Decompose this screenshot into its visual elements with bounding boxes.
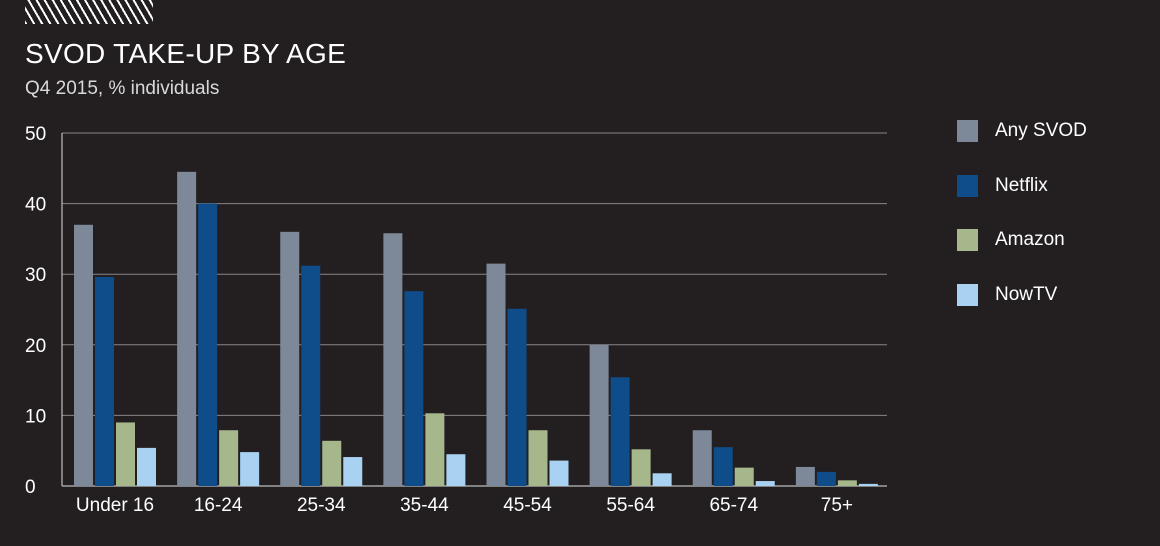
legend-label: Netflix	[995, 174, 1048, 196]
y-tick-label: 50	[25, 124, 46, 145]
bar	[713, 447, 733, 486]
chart-subtitle: Q4 2015, % individuals	[25, 78, 220, 99]
bar	[198, 203, 218, 486]
y-tick-label: 30	[25, 265, 46, 286]
x-tick-label: 35-44	[400, 495, 449, 516]
bar	[795, 466, 815, 486]
legend-item: Any SVOD	[957, 118, 1087, 144]
bar	[652, 473, 672, 486]
x-tick-label: Under 16	[76, 495, 154, 516]
bar	[755, 481, 775, 486]
bar	[116, 422, 135, 486]
decorative-hatch	[25, 0, 153, 24]
bar	[837, 480, 857, 486]
bar	[219, 430, 239, 486]
bar	[549, 460, 569, 486]
bar	[734, 467, 754, 486]
y-tick-label: 0	[25, 477, 36, 498]
y-tick-label: 10	[25, 406, 46, 427]
legend-swatch	[957, 283, 978, 306]
bar	[322, 440, 342, 486]
y-tick-label: 40	[25, 195, 46, 216]
bar	[137, 447, 156, 486]
legend-swatch	[957, 174, 978, 197]
legend-swatch	[957, 120, 978, 142]
bar	[610, 377, 630, 486]
bar	[177, 171, 197, 486]
x-tick-label: 55-64	[606, 495, 655, 516]
legend-label: Any SVOD	[995, 120, 1087, 141]
bar	[486, 263, 506, 486]
bar	[404, 291, 424, 486]
x-tick-label: 25-34	[297, 495, 346, 516]
bar	[816, 471, 836, 486]
bar	[528, 430, 548, 486]
chart-legend: Any SVOD Netflix Amazon NowTV	[957, 118, 1087, 336]
legend-item: Netflix	[957, 173, 1087, 199]
legend-label: Amazon	[995, 229, 1065, 250]
legend-item: Amazon	[957, 227, 1087, 253]
bar	[343, 457, 363, 486]
y-tick-label: 20	[25, 336, 46, 357]
bar	[240, 452, 260, 486]
legend-swatch	[957, 229, 978, 251]
legend-label: NowTV	[995, 283, 1058, 305]
bar	[446, 454, 466, 486]
x-tick-label: 75+	[821, 495, 853, 516]
bar	[507, 308, 527, 486]
x-tick-label: 16-24	[194, 495, 243, 516]
bar	[95, 277, 114, 486]
legend-item: NowTV	[957, 282, 1087, 308]
x-tick-label: 45-54	[503, 495, 552, 516]
bar	[692, 430, 712, 486]
bar	[589, 344, 609, 486]
bar	[383, 233, 403, 486]
bar	[74, 224, 93, 486]
bar	[301, 265, 321, 486]
bar	[858, 483, 878, 486]
bar	[631, 449, 651, 486]
chart-title: SVOD TAKE-UP BY AGE	[25, 38, 347, 69]
bar	[425, 413, 445, 486]
x-tick-label: 65-74	[709, 495, 758, 516]
bar	[280, 231, 300, 486]
